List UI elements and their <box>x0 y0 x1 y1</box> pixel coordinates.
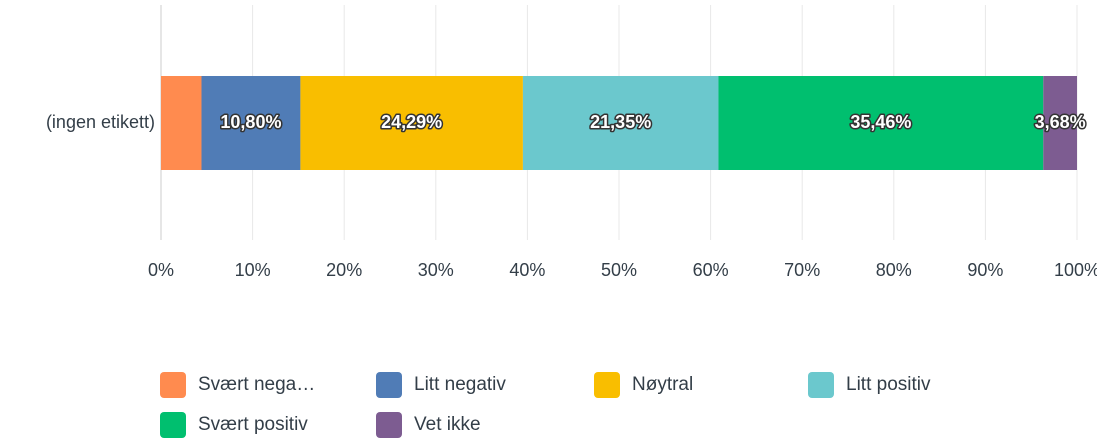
legend-swatch <box>376 412 402 438</box>
x-tick-label: 30% <box>418 260 454 280</box>
legend-swatch <box>808 372 834 398</box>
legend-swatch <box>594 372 620 398</box>
x-tick-label: 50% <box>601 260 637 280</box>
x-tick-label: 20% <box>326 260 362 280</box>
x-tick-label: 10% <box>235 260 271 280</box>
x-tick-label: 80% <box>876 260 912 280</box>
value-label: 3,68% <box>1035 112 1086 132</box>
bar-segment <box>161 76 202 170</box>
value-label: 24,29% <box>381 112 442 132</box>
x-tick-label: 100% <box>1054 260 1097 280</box>
legend-label: Svært positiv <box>198 414 308 435</box>
legend-label: Vet ikke <box>414 414 481 435</box>
legend-swatch <box>160 412 186 438</box>
legend-swatch <box>160 372 186 398</box>
value-label: 21,35% <box>590 112 651 132</box>
legend-label: Nøytral <box>632 374 693 395</box>
x-tick-label: 0% <box>148 260 174 280</box>
legend-swatch <box>376 372 402 398</box>
x-tick-label: 90% <box>967 260 1003 280</box>
legend-label: Svært nega… <box>198 374 315 395</box>
value-label: 10,80% <box>220 112 281 132</box>
x-tick-label: 40% <box>509 260 545 280</box>
x-tick-label: 70% <box>784 260 820 280</box>
legend-label: Litt negativ <box>414 374 506 395</box>
category-label: (ingen etikett) <box>46 112 155 132</box>
bar-segment <box>1043 76 1077 170</box>
x-tick-label: 60% <box>693 260 729 280</box>
bar-segment <box>522 76 719 170</box>
bar-segment <box>201 76 301 170</box>
value-label: 35,46% <box>850 112 911 132</box>
bar-segment <box>718 76 1044 170</box>
legend-label: Litt positiv <box>846 374 931 395</box>
bar-segment <box>300 76 523 170</box>
